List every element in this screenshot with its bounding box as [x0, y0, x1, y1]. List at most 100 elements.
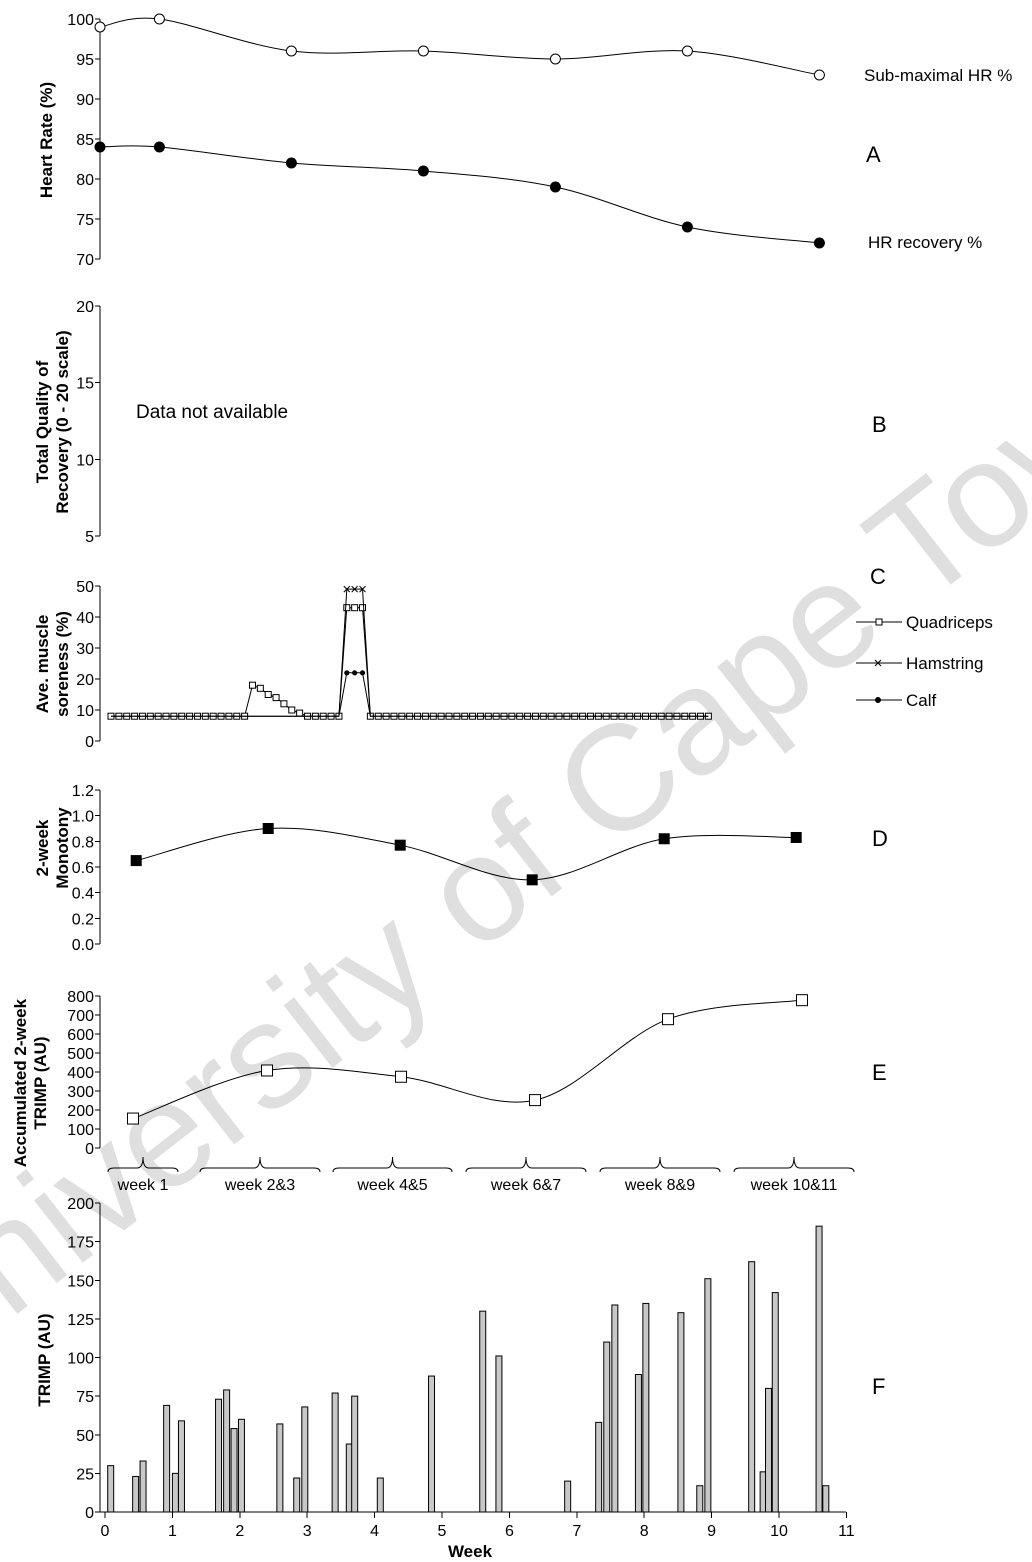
panel-c-data-point	[351, 585, 359, 593]
panel-e-category-label: week 10&11	[750, 1177, 838, 1194]
panel-f-bar	[301, 1406, 309, 1513]
panel-e-y-tick-label: 300	[67, 1084, 94, 1101]
panel-a-series-line	[99, 17, 820, 76]
panel-e-y-tick-label: 700	[67, 1008, 94, 1025]
panel-f-bar	[177, 1420, 185, 1513]
panel-f-x-tick-label: 6	[505, 1523, 514, 1540]
panel-f-bar	[293, 1477, 301, 1513]
panel-c-ylabel-line2: soreness (%)	[53, 611, 72, 717]
panel-f-x-tick-label: 2	[235, 1523, 244, 1540]
panel-label-a: A	[866, 142, 881, 167]
panel-a-heart-rate: Heart Rate (%) Sub-maximal HR % HR recov…	[37, 12, 1012, 269]
panel-e-category-brace	[599, 1156, 721, 1173]
legend-calf-marker	[875, 697, 881, 703]
panel-f-bar	[704, 1278, 712, 1513]
panel-f-x-tick-label: 3	[303, 1523, 312, 1540]
panel-e-y-tick-label: 400	[67, 1065, 94, 1082]
panel-a-y-tick-label: 90	[76, 92, 94, 109]
panel-f-y-tick-label: 175	[67, 1235, 94, 1252]
panel-d-data-point	[658, 833, 670, 845]
series-label-submax-hr: Sub-maximal HR %	[864, 66, 1012, 85]
panel-d-data-point	[262, 823, 274, 834]
panel-e-data-point	[261, 1064, 273, 1077]
panel-a-data-point	[153, 13, 165, 25]
panel-a-data-point	[94, 21, 106, 33]
panel-e-category-brace	[332, 1156, 453, 1173]
legend-hamstring-marker	[874, 659, 882, 667]
panel-c-y-tick-label: 30	[76, 641, 94, 658]
panel-f-x-tick-label: 8	[640, 1523, 649, 1540]
panel-d-y-tick-label: 0.0	[72, 937, 94, 954]
panel-f-bar	[428, 1375, 436, 1513]
panel-f-bar	[765, 1387, 773, 1513]
panel-a-data-point	[285, 45, 297, 57]
panel-f-y-tick-label: 0	[85, 1505, 94, 1522]
panel-f-x-tick-label: 0	[101, 1523, 110, 1540]
panel-f-bar	[223, 1389, 231, 1513]
panel-f-bar	[748, 1261, 756, 1513]
panel-a-y-tick-label: 95	[76, 52, 94, 69]
panel-c-data-point	[343, 604, 351, 612]
panel-c-data-point	[344, 670, 350, 676]
panel-e-ylabel-line1: Accumulated 2-week	[11, 998, 30, 1167]
panel-e-y-tick-label: 200	[67, 1103, 94, 1120]
panel-a-data-point	[813, 237, 825, 249]
panel-label-d: D	[872, 826, 888, 851]
panel-f-x-tick-label: 7	[572, 1523, 581, 1540]
panel-a-y-tick-label: 80	[76, 172, 94, 189]
panel-d-series-line	[136, 827, 797, 881]
panel-c-data-point	[272, 694, 280, 702]
panel-f-bar	[771, 1292, 779, 1513]
panel-f-bar	[696, 1485, 704, 1513]
panel-b-quality-of-recovery: Total Quality of Recovery (0 - 20 scale)…	[33, 299, 288, 546]
panel-label-e: E	[872, 1060, 887, 1085]
panel-c-data-point	[352, 670, 358, 676]
panel-d-y-tick-label: 0.6	[72, 860, 94, 877]
panel-f-bar	[815, 1225, 823, 1513]
panel-f-bar	[479, 1310, 487, 1513]
panel-d-ylabel-line2: Monotony	[53, 807, 72, 889]
panel-f-bar	[642, 1302, 650, 1513]
panel-f-ylabel: TRIMP (AU)	[35, 1313, 54, 1406]
panel-a-data-point	[285, 157, 297, 169]
panel-b-annotation: Data not available	[136, 402, 288, 423]
panel-f-x-tick-label: 11	[838, 1523, 855, 1540]
panel-c-data-point	[359, 670, 366, 676]
panel-e-series-line	[132, 999, 803, 1120]
panel-b-y-tick-label: 20	[76, 299, 94, 316]
panel-f-bar	[107, 1465, 115, 1513]
panel-a-data-point	[681, 45, 693, 57]
panel-e-category-label: week 4&5	[356, 1177, 427, 1194]
panel-e-y-tick-label: 500	[67, 1046, 94, 1063]
panel-c-data-point	[248, 681, 256, 689]
panel-d-y-tick-label: 0.2	[72, 911, 94, 928]
panel-d-data-point	[130, 855, 142, 867]
panel-a-data-point	[813, 69, 825, 81]
panel-d-y-tick-label: 1.0	[72, 809, 94, 826]
panel-e-ylabel-line2: TRIMP (AU)	[31, 1036, 50, 1129]
panel-f-x-tick-label: 1	[168, 1523, 177, 1540]
panel-c-y-tick-label: 50	[76, 579, 94, 596]
panel-a-y-tick-label: 75	[76, 212, 94, 229]
panel-a-data-point	[94, 141, 106, 153]
panel-label-b: B	[872, 412, 887, 437]
panel-b-y-tick-label: 10	[76, 452, 94, 469]
panel-f-bar	[331, 1392, 339, 1513]
panel-e-category-brace	[733, 1156, 855, 1173]
panel-c-muscle-soreness: Ave. muscle soreness (%) Quadriceps Hams…	[33, 579, 993, 751]
panel-e-accumulated-trimp: Accumulated 2-week TRIMP (AU) 0 100 200 300…	[11, 989, 855, 1194]
legend-hamstring-label: Hamstring	[906, 654, 983, 673]
panel-f-y-tick-label: 25	[76, 1466, 94, 1483]
legend-quadriceps-marker	[875, 618, 883, 626]
panel-f-bar	[171, 1472, 179, 1513]
panel-f-bar	[132, 1475, 140, 1513]
panel-b-ylabel-line1: Total Quality of	[33, 360, 52, 483]
panel-f-bar	[237, 1418, 245, 1513]
legend-calf-label: Calf	[906, 691, 937, 710]
panel-c-data-point	[343, 585, 351, 593]
panel-f-y-tick-label: 125	[67, 1312, 94, 1329]
panel-f-bar	[215, 1398, 223, 1513]
panel-a-y-tick-label: 100	[67, 12, 94, 29]
panel-f-y-tick-label: 150	[67, 1273, 94, 1290]
panel-a-ylabel: Heart Rate (%)	[37, 82, 56, 198]
